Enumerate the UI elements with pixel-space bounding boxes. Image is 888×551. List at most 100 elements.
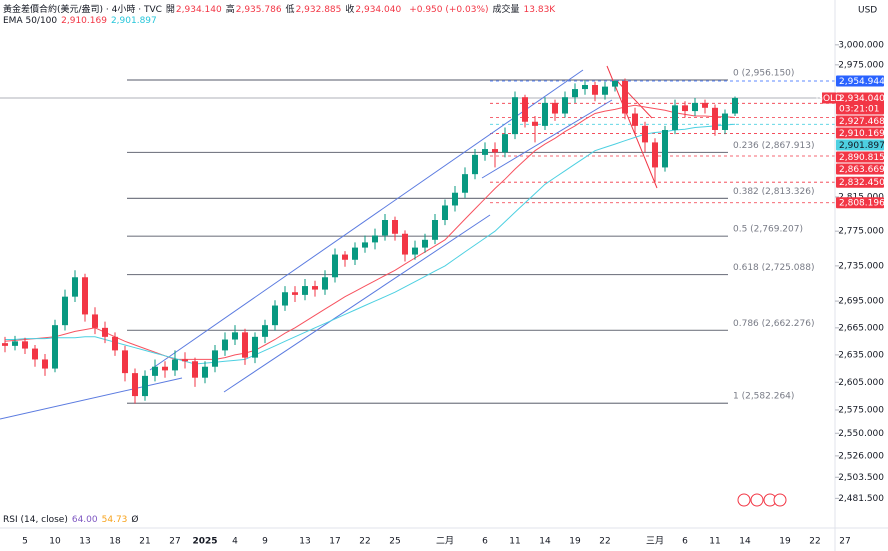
ohlc-key: 低 [285, 5, 295, 15]
fib-label: 0 (2,956.150) [733, 69, 794, 79]
y-tick-label: 2,635.000 [838, 350, 884, 360]
candle-body [632, 113, 638, 126]
symbol-tag-box [822, 92, 836, 104]
ema-line [5, 123, 736, 365]
fib-label: 1 (2,582.264) [733, 392, 794, 402]
trend-line [149, 69, 584, 371]
rsi-name: RSI (14, close) [3, 515, 68, 525]
candle-body [712, 107, 718, 130]
candle-body [2, 343, 8, 346]
trend-line [223, 214, 491, 393]
candle-body [302, 286, 308, 295]
x-tick-label: 18 [109, 537, 121, 547]
price-label: 2,934.040 [839, 94, 885, 104]
x-tick-label: 2025 [192, 537, 217, 547]
price-label: 2,808.196 [839, 199, 885, 209]
currency: USD [858, 6, 877, 16]
tool-icons [737, 493, 787, 507]
symbol: 黃金差價合約(美元/盎司) · 4小時 · TVC [3, 5, 162, 15]
trend-line [481, 99, 613, 179]
fib-label: 0.5 (2,769.207) [733, 225, 803, 235]
candle-body [402, 233, 408, 255]
x-tick-label: 19 [569, 537, 581, 547]
candle-body [132, 373, 138, 397]
change: +0.950 (+0.03%) [409, 5, 489, 15]
price-label-box [836, 197, 884, 209]
x-tick-label: 19 [779, 537, 791, 547]
price-label-box [836, 176, 884, 188]
ema-line [4, 104, 736, 360]
price-label: 2,927.468 [839, 117, 885, 127]
indicator-value: 2,910.169 [61, 16, 107, 26]
candle-body [292, 292, 298, 295]
x-tick-label: 4 [232, 537, 238, 547]
candle-body [352, 247, 358, 260]
y-tick-label: 2,503.500 [838, 473, 884, 483]
y-tick-label: 2,526.000 [838, 451, 884, 461]
x-tick-label: 10 [49, 537, 61, 547]
x-tick-label: 27 [169, 537, 180, 547]
x-tick-label: 6 [482, 537, 488, 547]
ohlc-value: 2,935.786 [235, 5, 282, 15]
x-tick-label: 11 [509, 537, 520, 547]
candle-body [312, 286, 318, 290]
x-tick-label: 27 [839, 537, 850, 547]
countdown: 03:21:01 [839, 104, 879, 114]
candle-body [682, 105, 688, 112]
rsi-extra: Ø [131, 515, 139, 525]
candle-body [592, 85, 598, 95]
candle-body [72, 277, 78, 297]
price-label-box [836, 75, 884, 87]
candle-body [222, 339, 228, 351]
y-tick-label: 2,665.000 [838, 323, 884, 333]
x-tick-label: 22 [599, 537, 610, 547]
x-tick-label: 三月 [646, 536, 664, 547]
candle-body [382, 220, 388, 236]
candle-body [662, 129, 668, 168]
candle-body [372, 235, 378, 243]
candle-body [82, 277, 88, 315]
volume-key: 成交量 [492, 5, 520, 15]
x-tick-label: 13 [299, 537, 310, 547]
x-tick-label: 22 [359, 537, 370, 547]
candle-body [572, 89, 578, 98]
candle-body [642, 125, 648, 143]
x-tick-label: 17 [329, 537, 340, 547]
candle-body [152, 366, 158, 376]
candle-body [512, 97, 518, 135]
candle-body [172, 359, 178, 371]
price-label-box [836, 115, 884, 127]
candle-body [142, 375, 148, 397]
candle-body [542, 102, 548, 126]
candle-body [562, 97, 568, 114]
candle-body [672, 105, 678, 130]
candle-body [232, 332, 238, 340]
candle-body [622, 80, 628, 114]
y-tick-label: 3,000.000 [838, 40, 884, 50]
candle-body [462, 174, 468, 193]
indicator-name: EMA 50/100 [3, 16, 58, 26]
price-label: 2,890.815 [839, 153, 885, 163]
candle-body [652, 142, 658, 168]
rsi-value: 64.00 [71, 515, 98, 525]
volume: 13.83K [523, 5, 556, 15]
ohlc: 開2,934.140 高2,935.786 低2,932.885 收2,934.040 [166, 5, 405, 15]
candle-body [342, 254, 348, 260]
candle-body [502, 134, 508, 153]
candle-body [62, 296, 68, 326]
y-tick-label: 2,575.000 [838, 405, 884, 415]
price-label-box [836, 92, 884, 115]
x-tick-label: 13 [79, 537, 90, 547]
candle-body [722, 113, 728, 130]
candle-body [102, 327, 108, 337]
y-tick-label: 2,550.000 [838, 429, 884, 439]
candle-body [692, 102, 698, 112]
candle-body [482, 149, 488, 155]
price-label-box [836, 151, 884, 163]
ohlc-key: 高 [225, 5, 235, 15]
candle-body [122, 350, 128, 374]
price-label: 2,863.669 [839, 165, 885, 175]
x-tick-label: 21 [139, 537, 150, 547]
candle-body [602, 86, 608, 95]
candle-body [112, 336, 118, 351]
